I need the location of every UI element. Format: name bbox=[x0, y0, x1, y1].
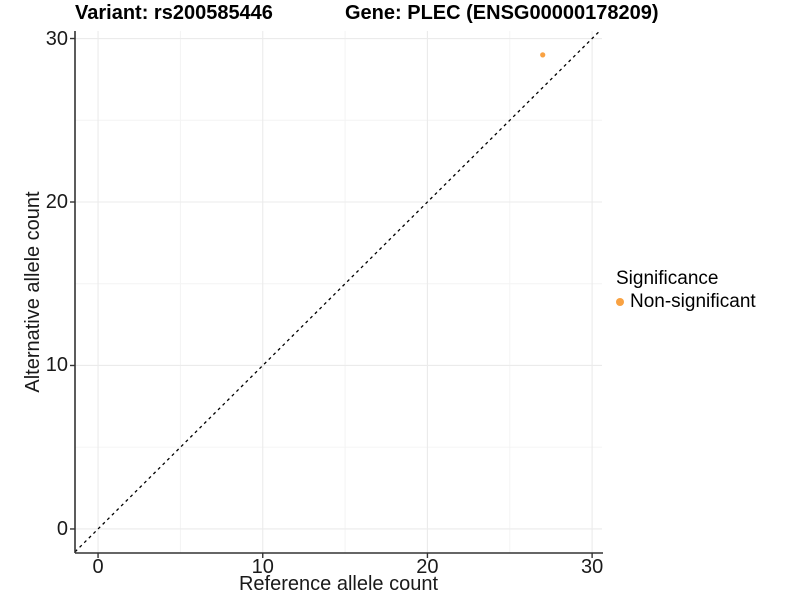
x-tick-label: 10 bbox=[251, 556, 274, 578]
legend-key-dot-icon bbox=[616, 298, 624, 306]
legend-items: Non-significant bbox=[616, 291, 756, 313]
x-tick-label: 30 bbox=[580, 556, 604, 578]
legend-title: Significance bbox=[616, 268, 719, 289]
plot-title-variant: Variant: rs200585446 bbox=[75, 2, 273, 24]
y-tick-label: 20 bbox=[45, 191, 68, 213]
identity-line bbox=[74, 30, 601, 553]
plot-title-gene: Gene: PLEC (ENSG00000178209) bbox=[345, 2, 659, 24]
legend: Significance Non-significant bbox=[616, 268, 756, 313]
legend-item-label: Non-significant bbox=[630, 291, 756, 312]
x-axis-title: Reference allele count bbox=[238, 573, 438, 595]
y-tick-label: 30 bbox=[45, 27, 68, 50]
legend-item: Non-significant bbox=[616, 291, 756, 313]
data-point bbox=[540, 52, 546, 58]
y-axis-title: Alternative allele count bbox=[22, 191, 44, 393]
x-tick-label: 20 bbox=[416, 556, 439, 578]
x-tick-label: 0 bbox=[92, 556, 104, 578]
y-tick-label: 0 bbox=[56, 517, 68, 540]
y-tick-label: 10 bbox=[45, 354, 68, 377]
